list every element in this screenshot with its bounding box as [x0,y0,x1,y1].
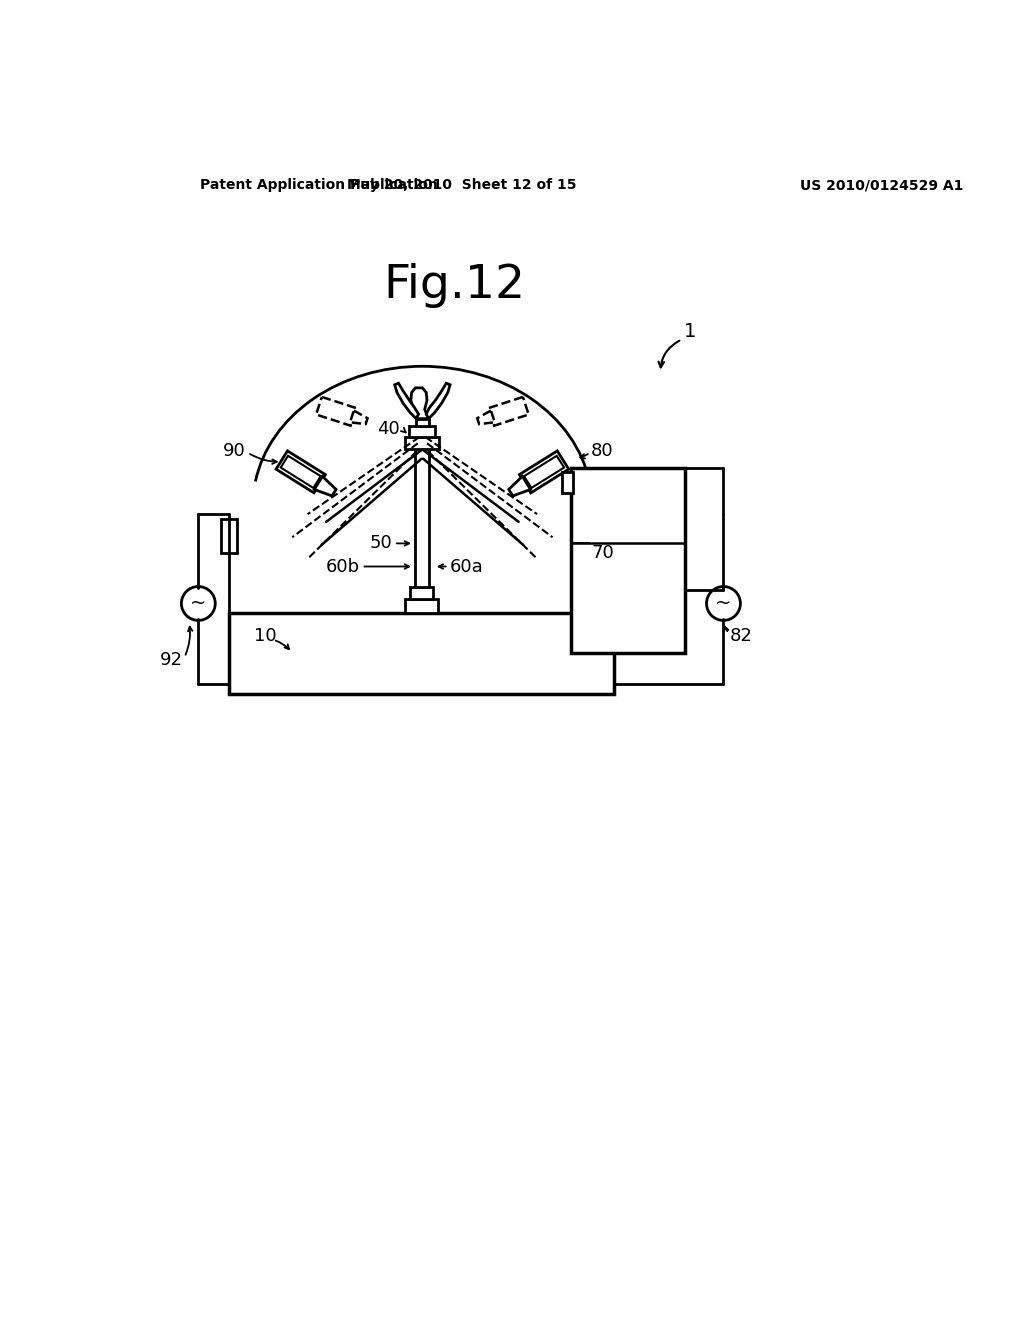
FancyArrowPatch shape [365,564,410,569]
Polygon shape [411,388,429,418]
Polygon shape [316,397,356,425]
FancyArrowPatch shape [185,627,193,655]
Polygon shape [314,477,336,496]
Bar [562,471,572,494]
Text: 60b: 60b [326,557,360,576]
Text: 50: 50 [370,535,392,552]
Bar [221,519,237,553]
Bar [410,586,433,599]
FancyArrowPatch shape [275,640,289,649]
Text: 1: 1 [683,322,695,341]
Circle shape [181,586,215,620]
Text: ~: ~ [716,594,731,612]
Text: Patent Application Publication: Patent Application Publication [200,178,437,193]
FancyArrowPatch shape [401,428,406,433]
Polygon shape [477,411,495,424]
Text: US 2010/0124529 A1: US 2010/0124529 A1 [801,178,964,193]
FancyArrowPatch shape [581,454,588,458]
Text: Fig.12: Fig.12 [383,263,525,308]
Polygon shape [276,451,326,492]
Polygon shape [426,383,451,418]
FancyArrowPatch shape [438,564,445,569]
FancyArrowPatch shape [724,627,728,631]
Polygon shape [524,455,564,488]
Bar [229,612,614,693]
Text: 60a: 60a [451,557,484,576]
Bar [416,418,429,426]
Circle shape [707,586,740,620]
Text: ~: ~ [190,594,207,612]
Polygon shape [281,455,321,488]
FancyArrowPatch shape [396,541,410,545]
Polygon shape [488,397,528,425]
Bar [406,599,438,612]
Polygon shape [350,411,368,424]
Text: 40: 40 [377,421,400,438]
Text: 90: 90 [223,442,246,459]
Bar [406,437,439,449]
FancyArrowPatch shape [658,341,679,367]
Polygon shape [509,477,530,496]
Text: 70: 70 [591,544,613,561]
Text: 80: 80 [591,442,613,459]
Polygon shape [394,383,419,418]
Bar [415,447,429,586]
Text: 92: 92 [160,652,183,669]
Polygon shape [519,451,568,492]
Text: May 20, 2010  Sheet 12 of 15: May 20, 2010 Sheet 12 of 15 [347,178,577,193]
FancyArrowPatch shape [250,454,276,463]
Bar [410,426,435,437]
Text: 10: 10 [254,627,276,644]
Text: 82: 82 [730,627,753,644]
Bar [571,469,685,653]
